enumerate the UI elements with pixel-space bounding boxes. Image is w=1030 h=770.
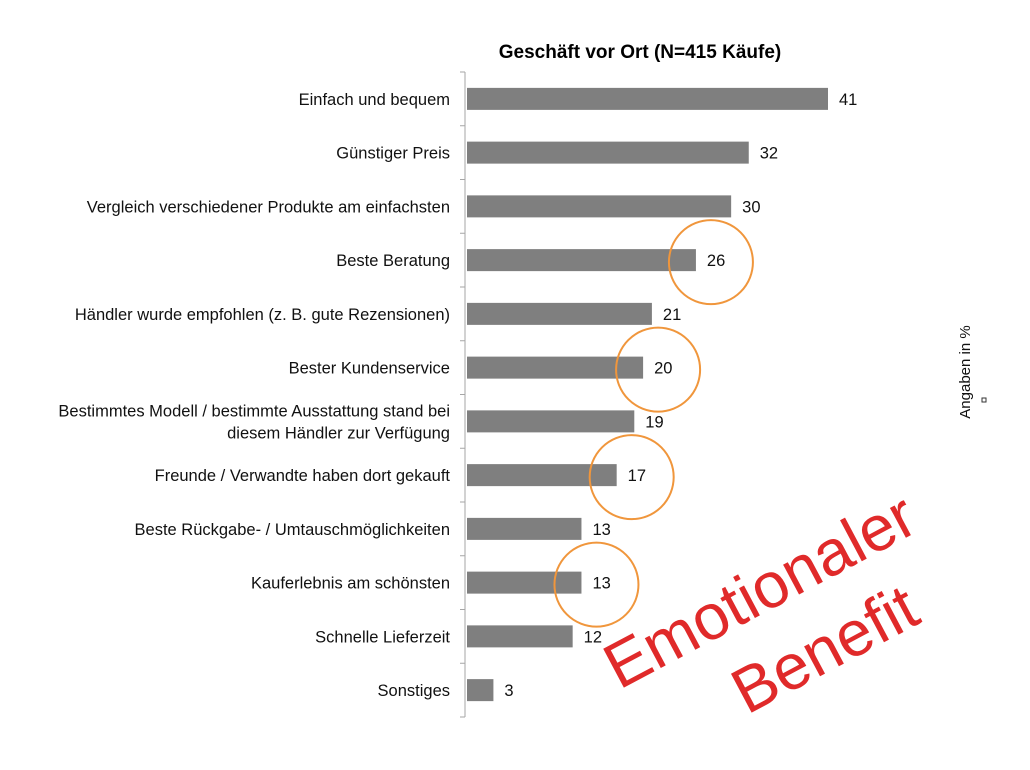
- axis-ticks: [460, 71, 465, 718]
- value-label: 20: [654, 360, 672, 378]
- highlight-circles: [553, 219, 754, 628]
- highlight-circle: [553, 541, 640, 628]
- value-label: 30: [742, 198, 760, 216]
- bar: [467, 571, 582, 594]
- category-label: Einfach und bequem: [299, 91, 450, 109]
- highlight-circle: [588, 434, 675, 521]
- value-label: 32: [760, 145, 778, 163]
- category-label: diesem Händler zur Verfügung: [227, 424, 450, 442]
- value-label: 17: [628, 467, 646, 485]
- small-marker: [981, 397, 987, 403]
- bar: [467, 517, 582, 540]
- bar: [467, 302, 652, 325]
- emotional-benefit-annotation: Emotionaler Benefit: [592, 479, 930, 728]
- category-label: Bestimmtes Modell / bestimmte Ausstattun…: [58, 402, 450, 420]
- bar: [467, 464, 617, 487]
- y-axis-label: Angaben in %: [957, 325, 974, 418]
- chart-title: Geschäft vor Ort (N=415 Käufe): [499, 42, 781, 63]
- category-label: Schnelle Lieferzeit: [315, 628, 450, 646]
- value-label: 13: [592, 575, 610, 593]
- category-label: Händler wurde empfohlen (z. B. gute Reze…: [75, 306, 450, 324]
- bar: [467, 356, 644, 379]
- category-label: Beste Beratung: [336, 252, 450, 270]
- category-label: Beste Rückgabe- / Umtauschmöglichkeiten: [135, 521, 450, 539]
- bar: [467, 410, 635, 433]
- category-labels: Einfach und bequem Günstiger Preis Verglei…: [58, 91, 450, 700]
- category-label: Sonstiges: [378, 682, 450, 700]
- category-label: Freunde / Verwandte haben dort gekauft: [155, 467, 451, 485]
- value-label: 12: [584, 628, 602, 646]
- value-label: 3: [504, 682, 513, 700]
- bars-group: [467, 87, 828, 702]
- category-label: Günstiger Preis: [336, 145, 450, 163]
- highlight-circle: [667, 219, 754, 306]
- value-label: 41: [839, 91, 857, 109]
- highlight-circle: [615, 326, 702, 413]
- category-label: Bester Kundenservice: [289, 360, 450, 378]
- value-label: 26: [707, 252, 725, 270]
- category-label: Vergleich verschiedener Produkte am einf…: [87, 198, 450, 216]
- bar: [467, 679, 494, 702]
- bar: [467, 625, 573, 648]
- category-label: Kauferlebnis am schönsten: [251, 575, 450, 593]
- value-labels: 41 32 30 26 21 20 19 17 13 13 12 3: [504, 91, 857, 700]
- value-label: 19: [645, 413, 663, 431]
- bar: [467, 87, 828, 110]
- value-label: 21: [663, 306, 681, 324]
- bar: [467, 249, 696, 272]
- bar: [467, 141, 749, 164]
- value-label: 13: [592, 521, 610, 539]
- bar: [467, 195, 732, 218]
